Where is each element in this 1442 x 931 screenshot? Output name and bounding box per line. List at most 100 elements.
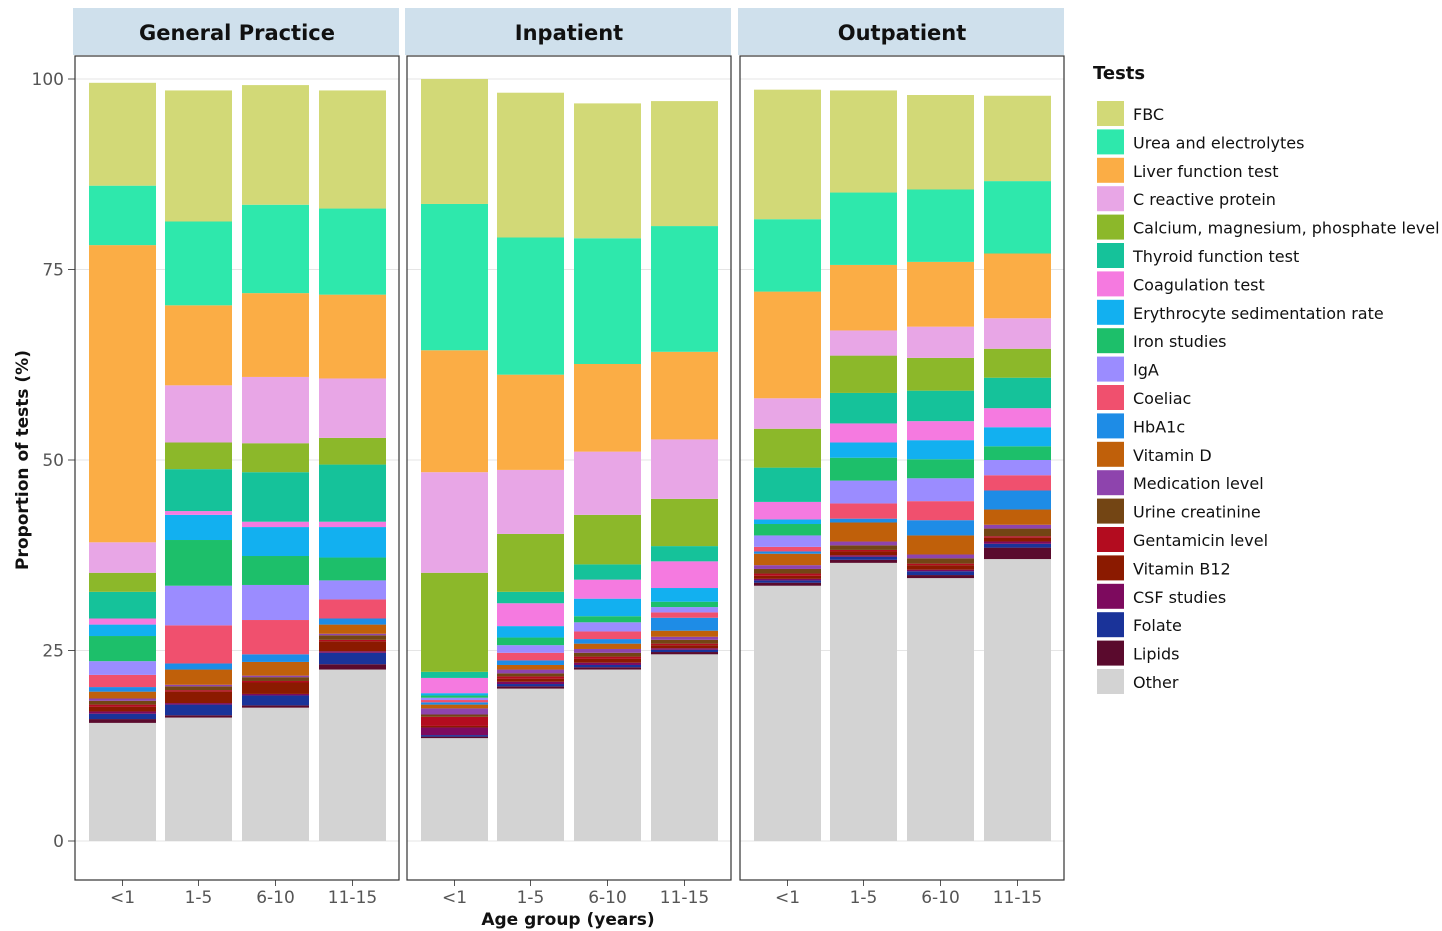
x-tick-label: <1 (110, 888, 135, 908)
bar-segment-vitamin-d (497, 664, 564, 670)
bar-segment-urine-creatinine (907, 558, 974, 564)
legend-swatch (1097, 299, 1124, 325)
bar-segment-vitamin-b12 (497, 678, 564, 682)
bar-segment-iron-studies (574, 616, 641, 623)
bar-segment-medication-level (830, 541, 897, 546)
bar-segment-hba1c (984, 490, 1051, 510)
bar-segment-thyroid-function-test (89, 591, 156, 619)
bar-segment-hba1c (242, 654, 309, 662)
y-tick-label: 75 (42, 261, 64, 281)
bar-segment-erythrocyte-sedimentation-rate (421, 693, 488, 696)
legend-swatch (1097, 583, 1124, 609)
bar-segment-iron-studies (242, 556, 309, 585)
bar-segment-thyroid-function-test (830, 392, 897, 424)
bar-segment-other (319, 669, 386, 841)
panel-border (74, 55, 400, 881)
bar-segment-other (984, 559, 1051, 841)
panel-border (406, 55, 732, 881)
bar-segment-csf-studies (574, 662, 641, 665)
bar-segment-urine-creatinine (574, 652, 641, 657)
bar-segment-csf-studies (830, 555, 897, 557)
bar-segment-urine-creatinine (319, 635, 386, 640)
bar-segment-vitamin-b12 (165, 691, 232, 704)
bar-segment-thyroid-function-test (907, 390, 974, 422)
x-tick-label: 6-10 (921, 888, 960, 908)
bar-segment-csf-studies (165, 703, 232, 705)
bar-segment-iron-studies (984, 446, 1051, 460)
bar-segment-urine-creatinine (242, 677, 309, 681)
bar-segment-thyroid-function-test (319, 464, 386, 522)
bar-segment-iga (984, 460, 1051, 476)
bar-segment-csf-studies (497, 681, 564, 685)
bar-segment-liver-function-test (830, 264, 897, 331)
bar-segment-vitamin-d (651, 630, 718, 637)
bar-segment-c-reactive-protein (319, 378, 386, 438)
facet-title: General Practice (139, 21, 335, 45)
legend-label: Medication level (1133, 474, 1264, 493)
bar-segment-erythrocyte-sedimentation-rate (830, 442, 897, 458)
bar-segment-iron-studies (907, 459, 974, 479)
bar-segment-vitamin-b12 (89, 706, 156, 712)
bar-segment-other (242, 707, 309, 841)
bar-segment-c-reactive-protein (830, 330, 897, 356)
bar-segment-thyroid-function-test (574, 564, 641, 580)
bar-segment-c-reactive-protein (754, 398, 821, 429)
bar-segment-folate (421, 735, 488, 737)
legend-swatch (1097, 527, 1124, 552)
bar-segment-erythrocyte-sedimentation-rate (89, 624, 156, 637)
bar-segment-medication-level (319, 633, 386, 636)
bar-segment-erythrocyte-sedimentation-rate (984, 427, 1051, 447)
legend-swatch (1097, 470, 1124, 496)
bar-segment-gentamicin-level (421, 716, 488, 726)
bar-segment-vitamin-d (907, 535, 974, 555)
bar-segment-coagulation-test (651, 561, 718, 589)
bar-segment-c-reactive-protein (89, 542, 156, 573)
bar-segment-coagulation-test (984, 408, 1051, 428)
x-tick-label: <1 (442, 888, 467, 908)
bar-segment-urea-and-electrolytes (754, 219, 821, 292)
bar-segment-liver-function-test (651, 351, 718, 440)
legend-label: Liver function test (1133, 162, 1279, 181)
bar-segment-hba1c (574, 639, 641, 644)
bar-segment-urea-and-electrolytes (89, 185, 156, 246)
bar-segment-fbc (984, 95, 1051, 182)
bar-segment-c-reactive-protein (574, 451, 641, 515)
bar-segment-csf-studies (651, 648, 718, 650)
bar-segment-erythrocyte-sedimentation-rate (497, 626, 564, 638)
bar-segment-gentamicin-level (497, 676, 564, 679)
bar-segment-other (497, 688, 564, 841)
bar-segment-erythrocyte-sedimentation-rate (242, 527, 309, 557)
bar-segment-coeliac (319, 599, 386, 619)
bar-segment-iron-studies (89, 636, 156, 662)
bar-segment-urine-creatinine (651, 639, 718, 644)
bar-segment-urine-creatinine (421, 714, 488, 717)
bar-segment-coeliac (89, 674, 156, 688)
bar-segment-iga (907, 478, 974, 502)
bar-segment-folate (497, 684, 564, 687)
bar-segment-coagulation-test (830, 423, 897, 443)
legend-swatch (1097, 271, 1124, 297)
bar-segment-calcium-magnesium-phosphate-level (830, 355, 897, 393)
bar-segment-lipids (89, 719, 156, 723)
bar-segment-urea-and-electrolytes (830, 192, 897, 265)
bar-segment-iga (242, 584, 309, 621)
bar-segment-liver-function-test (319, 294, 386, 379)
bar-segment-lipids (754, 582, 821, 586)
facet-panel-inpatient: Inpatient <1 1-5 6-10 11-15 (405, 8, 732, 908)
bar-segment-coagulation-test (907, 421, 974, 441)
bar-segment-hba1c (907, 520, 974, 536)
bar-segment-lipids (242, 705, 309, 708)
bar-segment-lipids (165, 715, 232, 718)
bar-segment-lipids (907, 575, 974, 579)
bar-segment-fbc (319, 90, 386, 209)
bar-segment-c-reactive-protein (907, 326, 974, 358)
bar-segment-gentamicin-level (242, 680, 309, 683)
legend-swatch (1097, 214, 1124, 240)
bar-segment-thyroid-function-test (165, 469, 232, 512)
bar-segment-folate (165, 704, 232, 716)
x-tick-label: <1 (775, 888, 800, 908)
bar-segment-calcium-magnesium-phosphate-level (89, 572, 156, 592)
bar-segment-liver-function-test (907, 261, 974, 327)
legend-label: Folate (1133, 616, 1182, 635)
legend-label: FBC (1133, 105, 1164, 124)
